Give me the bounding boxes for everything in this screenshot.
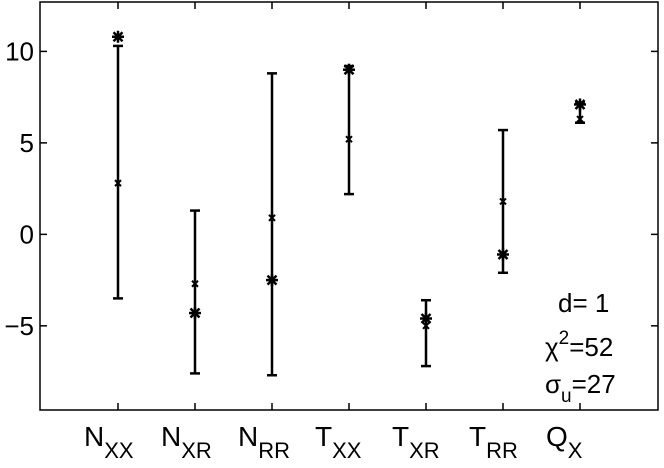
asterisk-marker xyxy=(266,274,278,287)
x-marker xyxy=(576,115,584,123)
y-tick-label: −5 xyxy=(4,311,34,341)
sigma-value: =27 xyxy=(572,369,616,399)
category-main: T xyxy=(392,421,409,452)
x-marker xyxy=(114,179,122,187)
category-label: QX xyxy=(546,421,583,463)
category-main: N xyxy=(161,421,181,452)
category-main: Q xyxy=(546,421,568,452)
asterisk-marker xyxy=(112,30,124,43)
chi-superscript: 2 xyxy=(559,328,570,349)
annotation-sigma: σu=27 xyxy=(545,369,616,407)
category-main: N xyxy=(238,421,258,452)
y-tick-label: 5 xyxy=(20,128,34,158)
x-marker xyxy=(422,322,430,330)
x-marker xyxy=(499,197,507,206)
category-label: NXR xyxy=(161,421,212,463)
category-subscript: XR xyxy=(181,438,212,463)
category-main: N xyxy=(84,421,104,452)
chi-value: =52 xyxy=(569,332,613,362)
category-subscript: XX xyxy=(332,438,362,463)
sigma-subscript: u xyxy=(561,386,572,407)
y-tick-label: 10 xyxy=(5,36,34,66)
category-main: T xyxy=(469,421,486,452)
fit-annotation: d= 1 χ2=52 σu=27 xyxy=(545,288,616,407)
sigma-symbol: σ xyxy=(545,369,561,399)
asterisk-marker xyxy=(343,63,355,76)
x-axis-category-labels: NXX NXR NRR TXX TXR TRR QX xyxy=(84,2,583,463)
category-subscript: RR xyxy=(486,438,518,463)
error-bars xyxy=(113,44,585,377)
category-subscript: RR xyxy=(258,438,290,463)
category-subscript: XX xyxy=(104,438,134,463)
x-marker xyxy=(345,135,353,143)
category-label: NXX xyxy=(84,421,134,463)
data-markers xyxy=(112,30,586,330)
asterisk-marker xyxy=(497,248,509,261)
category-label: TXR xyxy=(392,421,440,463)
category-label: TRR xyxy=(469,421,518,463)
category-label: NRR xyxy=(238,421,290,463)
category-label: TXX xyxy=(315,421,362,463)
category-subscript: XR xyxy=(409,438,440,463)
annotation-chi-squared: χ2=52 xyxy=(545,328,613,362)
asterisk-marker xyxy=(189,307,201,320)
asterisk-marker xyxy=(574,98,586,111)
chi-symbol: χ xyxy=(545,332,559,362)
category-main: T xyxy=(315,421,332,452)
asterisk-marker xyxy=(420,312,432,325)
category-subscript: X xyxy=(568,438,583,463)
annotation-d: d= 1 xyxy=(558,288,609,318)
x-marker xyxy=(268,214,276,222)
y-axis-ticks: 10 5 0 −5 xyxy=(4,36,658,341)
y-tick-label: 0 xyxy=(20,219,34,249)
x-marker xyxy=(191,280,199,288)
